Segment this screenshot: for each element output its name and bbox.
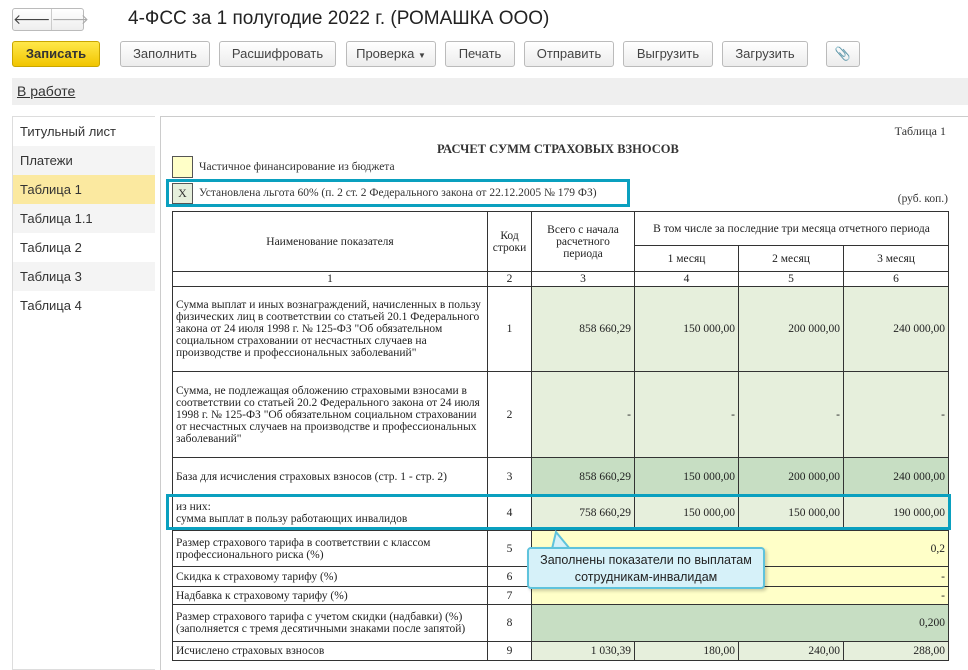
table-row: Исчислено страховых взносов 9 1 030,39 180,… <box>172 641 949 661</box>
row-code: 8 <box>487 604 532 642</box>
decode-button[interactable]: Расшифровать <box>219 41 336 67</box>
row-code: 7 <box>487 586 532 605</box>
header-last3: В том числе за последние три месяца отче… <box>634 211 949 246</box>
cell-total[interactable]: 858 660,29 <box>531 286 635 372</box>
row-name: Сумма, не подлежащая обложению страховым… <box>172 371 488 458</box>
sidebar-item-table2[interactable]: Таблица 2 <box>20 240 82 255</box>
cell-m2: 200 000,00 <box>738 457 844 496</box>
row-name: Сумма выплат и иных вознаграждений, начи… <box>172 286 488 372</box>
row-name-line1: из них: <box>176 501 211 513</box>
row-name: Исчислено страховых взносов <box>172 641 488 661</box>
attach-button[interactable]: 📎 <box>826 41 860 67</box>
header-m2: 2 месяц <box>738 245 844 272</box>
nav-buttons: 🡐 🡒 <box>12 8 89 31</box>
row-name: Размер страхового тарифа в соответствии … <box>172 530 488 567</box>
header-m3: 3 месяц <box>843 245 949 272</box>
cell-total: 858 660,29 <box>531 457 635 496</box>
check-label: Проверка <box>356 46 415 61</box>
row-code: 5 <box>487 530 532 567</box>
cell-total: 1 030,39 <box>531 641 635 661</box>
row-code: 3 <box>487 457 532 496</box>
sidebar: Титульный лист Платежи Таблица 1 Таблица… <box>12 116 155 670</box>
col-num: 6 <box>843 271 949 287</box>
cell-m2[interactable]: 200 000,00 <box>738 286 844 372</box>
benefit-label: Установлена льгота 60% (п. 2 ст. 2 Федер… <box>199 187 597 199</box>
cell-value[interactable]: - <box>531 586 949 605</box>
export-button[interactable]: Выгрузить <box>623 41 713 67</box>
col-num: 1 <box>172 271 488 287</box>
row-name: Размер страхового тарифа с учетом скидки… <box>172 604 488 642</box>
cell-value: 0,200 <box>531 604 949 642</box>
row4-highlight <box>166 494 951 530</box>
window-title: 4-ФСС за 1 полугодие 2022 г. (РОМАШКА ОО… <box>128 8 550 29</box>
cell-m1[interactable]: 150 000,00 <box>634 286 739 372</box>
budget-checkbox[interactable] <box>172 156 193 178</box>
table-row: Размер страхового тарифа с учетом скидки… <box>172 604 949 642</box>
row-code: 9 <box>487 641 532 661</box>
cell-m3[interactable]: 240 000,00 <box>843 286 949 372</box>
col-num: 4 <box>634 271 739 287</box>
row-code: 2 <box>487 371 532 458</box>
row-name-line2: сумма выплат в пользу работающих инвалид… <box>176 513 408 525</box>
row-name: Надбавка к страховому тарифу (%) <box>172 586 488 605</box>
table-row-disabled-payments: из них: сумма выплат в пользу работающих … <box>172 495 949 531</box>
cell-m1[interactable]: - <box>634 371 739 458</box>
report-heading: РАСЧЕТ СУММ СТРАХОВЫХ ВЗНОСОВ <box>437 142 679 156</box>
table-row: Надбавка к страховому тарифу (%) 7- <box>172 586 949 605</box>
cell-m1: 180,00 <box>634 641 739 661</box>
col-num: 5 <box>738 271 844 287</box>
cell-m3: 240 000,00 <box>843 457 949 496</box>
sidebar-item-table4[interactable]: Таблица 4 <box>20 298 82 313</box>
units-label: (руб. коп.) <box>897 193 948 205</box>
row-code: 6 <box>487 566 532 587</box>
sidebar-item-table1[interactable]: Таблица 1 <box>13 175 155 204</box>
cell-m1: 150 000,00 <box>634 457 739 496</box>
header-name: Наименование показателя <box>172 211 488 272</box>
send-button[interactable]: Отправить <box>524 41 614 67</box>
table-number: Таблица 1 <box>894 124 946 138</box>
check-button[interactable]: Проверка ▼ <box>346 41 436 67</box>
cell-m2[interactable]: 150 000,00 <box>738 495 844 531</box>
forward-button[interactable]: 🡒 <box>50 9 89 30</box>
status-link[interactable]: В работе <box>17 83 76 99</box>
report-document <box>160 116 968 670</box>
contributions-table: Наименование показателя Код строки Всего с… <box>172 211 949 661</box>
table-row: Сумма, не подлежащая обложению страховым… <box>172 371 949 458</box>
header-total: Всего с начала расчетного периода <box>531 211 635 272</box>
row-name: Скидка к страховому тарифу (%) <box>172 566 488 587</box>
header-code: Код строки <box>487 211 532 272</box>
cell-m1[interactable]: 150 000,00 <box>634 495 739 531</box>
callout-tooltip: Заполнены показатели по выплатам сотрудн… <box>527 547 765 589</box>
cell-m2: 240,00 <box>738 641 844 661</box>
cell-m3: 288,00 <box>843 641 949 661</box>
cell-total[interactable]: - <box>531 371 635 458</box>
dropdown-arrow-icon: ▼ <box>417 51 426 60</box>
table-row: Сумма выплат и иных вознаграждений, начи… <box>172 286 949 372</box>
print-button[interactable]: Печать <box>445 41 515 67</box>
row-name: База для исчисления страховых взносов (с… <box>172 457 488 496</box>
budget-label: Частичное финансирование из бюджета <box>199 161 395 173</box>
sidebar-item-payments[interactable]: Платежи <box>13 146 155 175</box>
save-button[interactable]: Записать <box>12 41 100 67</box>
benefit-checkbox[interactable]: X <box>172 183 193 204</box>
paperclip-icon: 📎 <box>834 46 852 61</box>
status-bar: В работе <box>12 78 968 105</box>
sidebar-item-table1-1[interactable]: Таблица 1.1 <box>13 204 155 233</box>
header-m1: 1 месяц <box>634 245 739 272</box>
cell-m2[interactable]: - <box>738 371 844 458</box>
sidebar-item-table3[interactable]: Таблица 3 <box>13 262 155 291</box>
col-num: 2 <box>487 271 532 287</box>
cell-m3[interactable]: - <box>843 371 949 458</box>
row-code: 1 <box>487 286 532 372</box>
col-num: 3 <box>531 271 635 287</box>
table-row: База для исчисления страховых взносов (с… <box>172 457 949 496</box>
sidebar-item-title[interactable]: Титульный лист <box>20 124 117 139</box>
import-button[interactable]: Загрузить <box>722 41 808 67</box>
fill-button[interactable]: Заполнить <box>120 41 210 67</box>
benefit-highlight <box>166 179 630 207</box>
back-button[interactable]: 🡐 <box>13 11 51 27</box>
